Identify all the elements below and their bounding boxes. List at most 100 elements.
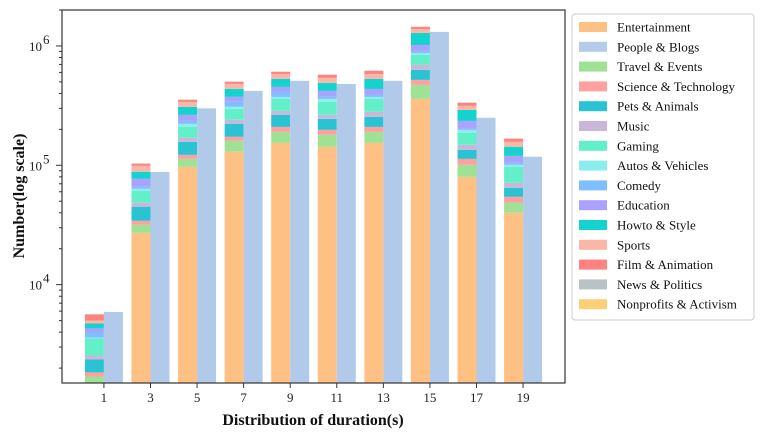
bar-music-5	[178, 137, 198, 142]
legend-item: Film & Animation	[579, 257, 714, 272]
bar-science-technology-17	[457, 158, 477, 165]
bar-travel-events-1	[84, 376, 104, 383]
bar-pets-animals-15	[410, 69, 430, 80]
bar-music-11	[317, 114, 337, 119]
bar-sports-7	[224, 83, 244, 89]
bar-music-15	[410, 64, 430, 70]
legend-label: Autos & Vehicles	[617, 158, 708, 173]
bar-sports-11	[317, 77, 337, 83]
bar-howto-style-11	[317, 82, 337, 91]
y-tick-exponent: 5	[43, 151, 50, 166]
bar-people-blogs-7	[243, 90, 263, 383]
bar-science-technology-9	[271, 126, 291, 132]
legend-label: Music	[617, 119, 650, 134]
bar-entertainment-17	[457, 176, 477, 383]
bar-pets-animals-1	[84, 359, 104, 373]
bar-autos-vehicles-7	[224, 106, 244, 109]
bar-gaming-13	[364, 98, 384, 112]
bar-people-blogs-1	[103, 312, 123, 383]
bar-sports-1	[84, 320, 104, 324]
legend-label: News & Politics	[617, 277, 702, 292]
legend-item: Autos & Vehicles	[579, 158, 708, 173]
x-tick-label: 7	[240, 390, 247, 405]
bar-gaming-3	[131, 190, 151, 203]
bar-pets-animals-17	[457, 149, 477, 159]
bar-comedy-5	[178, 120, 198, 124]
bar-people-blogs-5	[197, 108, 217, 383]
x-axis: 1 3 5 7 9 11 13 15 17 19	[101, 383, 530, 405]
bar-travel-events-7	[224, 140, 244, 152]
legend-label: Nonprofits & Activism	[617, 297, 737, 312]
legend-swatch	[579, 200, 607, 211]
bar-howto-style-15	[410, 32, 430, 45]
bar-entertainment-11	[317, 146, 337, 383]
bar-science-technology-5	[178, 154, 198, 159]
bar-science-technology-15	[410, 79, 430, 85]
legend-item: News & Politics	[579, 277, 702, 292]
bar-entertainment-15	[410, 98, 430, 383]
bars	[84, 26, 543, 384]
legend-frame	[571, 13, 755, 321]
legend-item: Howto & Style	[579, 218, 696, 233]
bar-entertainment-19	[504, 212, 524, 383]
bar-film-animation-13	[364, 70, 384, 74]
bar-autos-vehicles-5	[178, 123, 198, 127]
legend-label: Pets & Animals	[617, 99, 699, 114]
bar-education-13	[364, 88, 384, 95]
y-tick-label: 10	[29, 278, 42, 293]
bar-pets-animals-5	[178, 141, 198, 155]
bar-science-technology-19	[504, 196, 524, 203]
bar-science-technology-13	[364, 126, 384, 132]
bar-people-blogs-11	[336, 83, 356, 384]
legend-label: Travel & Events	[617, 59, 702, 74]
legend-label: Gaming	[617, 138, 659, 153]
legend-item: People & Blogs	[579, 39, 699, 54]
bar-howto-style-1	[84, 323, 104, 329]
bar-entertainment-13	[364, 142, 384, 383]
legend-item: Nonprofits & Activism	[579, 297, 737, 312]
bar-howto-style-5	[178, 106, 198, 115]
bar-travel-events-15	[410, 84, 430, 99]
legend-swatch	[579, 41, 607, 52]
bar-travel-events-13	[364, 131, 384, 143]
bar-education-3	[131, 178, 151, 187]
bar-education-11	[317, 90, 337, 97]
legend-item: Sports	[579, 237, 650, 252]
bar-education-15	[410, 44, 430, 51]
bar-education-17	[457, 120, 477, 129]
bar-sports-5	[178, 101, 198, 107]
bar-film-animation-17	[457, 102, 477, 106]
x-tick-label: 3	[147, 390, 154, 405]
bar-entertainment-3	[131, 232, 151, 383]
bar-comedy-15	[410, 50, 430, 53]
bar-education-19	[504, 155, 524, 163]
bar-howto-style-19	[504, 146, 524, 156]
bar-comedy-11	[317, 96, 337, 99]
bar-entertainment-7	[224, 151, 244, 383]
legend-item: Education	[579, 198, 670, 213]
legend-item: Travel & Events	[579, 59, 702, 74]
x-tick-label: 19	[517, 390, 530, 405]
legend-label: Howto & Style	[617, 218, 696, 233]
bar-gaming-11	[317, 101, 337, 115]
bar-gaming-5	[178, 126, 198, 138]
legend-item: Science & Technology	[579, 79, 735, 94]
x-tick-label: 17	[470, 390, 484, 405]
bar-science-technology-11	[317, 129, 337, 135]
bar-autos-vehicles-11	[317, 98, 337, 102]
bar-comedy-13	[364, 94, 384, 97]
y-tick-label: 10	[29, 39, 42, 54]
legend-swatch	[579, 299, 607, 310]
bar-people-blogs-9	[290, 80, 310, 383]
bar-sports-13	[364, 73, 384, 79]
legend-item: Comedy	[579, 178, 662, 193]
legend-swatch	[579, 259, 607, 270]
bar-pets-animals-9	[271, 114, 291, 127]
bar-gaming-1	[84, 338, 104, 356]
bar-film-animation-1	[84, 314, 104, 321]
bar-film-animation-5	[178, 99, 198, 102]
legend-swatch	[579, 160, 607, 171]
bar-sports-19	[504, 141, 524, 147]
x-tick-label: 11	[331, 390, 344, 405]
